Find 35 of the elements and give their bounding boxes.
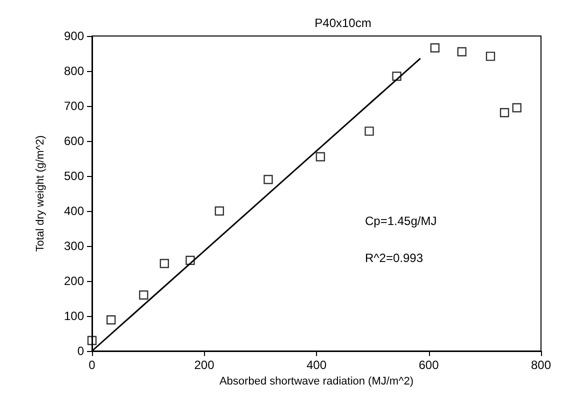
x-tick-label: 600 — [418, 358, 440, 372]
y-tick-label: 700 — [64, 99, 84, 113]
point — [316, 152, 326, 162]
x-axis-title: Absorbed shortwave radiation (MJ/m^2) — [219, 375, 414, 388]
point — [214, 206, 224, 216]
x-tick-label: 0 — [88, 358, 96, 372]
point — [392, 72, 402, 81]
point — [160, 258, 169, 268]
point — [364, 126, 374, 136]
y-tick-label: 600 — [64, 134, 84, 148]
x-tick-label: 400 — [306, 358, 327, 372]
annotation: R^2=0.993 — [365, 251, 424, 265]
y-tick-label: 100 — [64, 309, 84, 323]
point — [87, 336, 97, 346]
point — [106, 315, 116, 324]
chart-title: P40x10cm — [314, 16, 372, 30]
point — [457, 47, 466, 56]
x-tick-label: 200 — [194, 358, 215, 372]
point — [500, 108, 510, 118]
x-tick-label: 800 — [530, 358, 552, 372]
y-tick-label: 300 — [64, 239, 84, 253]
y-axis-title: Total dry weight (g/m^2) — [34, 135, 46, 252]
point — [512, 103, 522, 112]
point — [264, 174, 273, 184]
y-tick-label: 400 — [64, 204, 84, 218]
annotation: Cp=1.45g/MJ — [365, 214, 437, 228]
y-tick-label: 900 — [64, 29, 84, 43]
point — [430, 43, 440, 52]
point — [486, 52, 496, 61]
y-tick-label: 0 — [77, 344, 84, 358]
y-tick-label: 800 — [64, 64, 84, 78]
point — [186, 256, 195, 265]
y-tick-label: 200 — [64, 274, 84, 288]
point — [139, 290, 148, 300]
y-tick-label: 500 — [64, 169, 84, 183]
